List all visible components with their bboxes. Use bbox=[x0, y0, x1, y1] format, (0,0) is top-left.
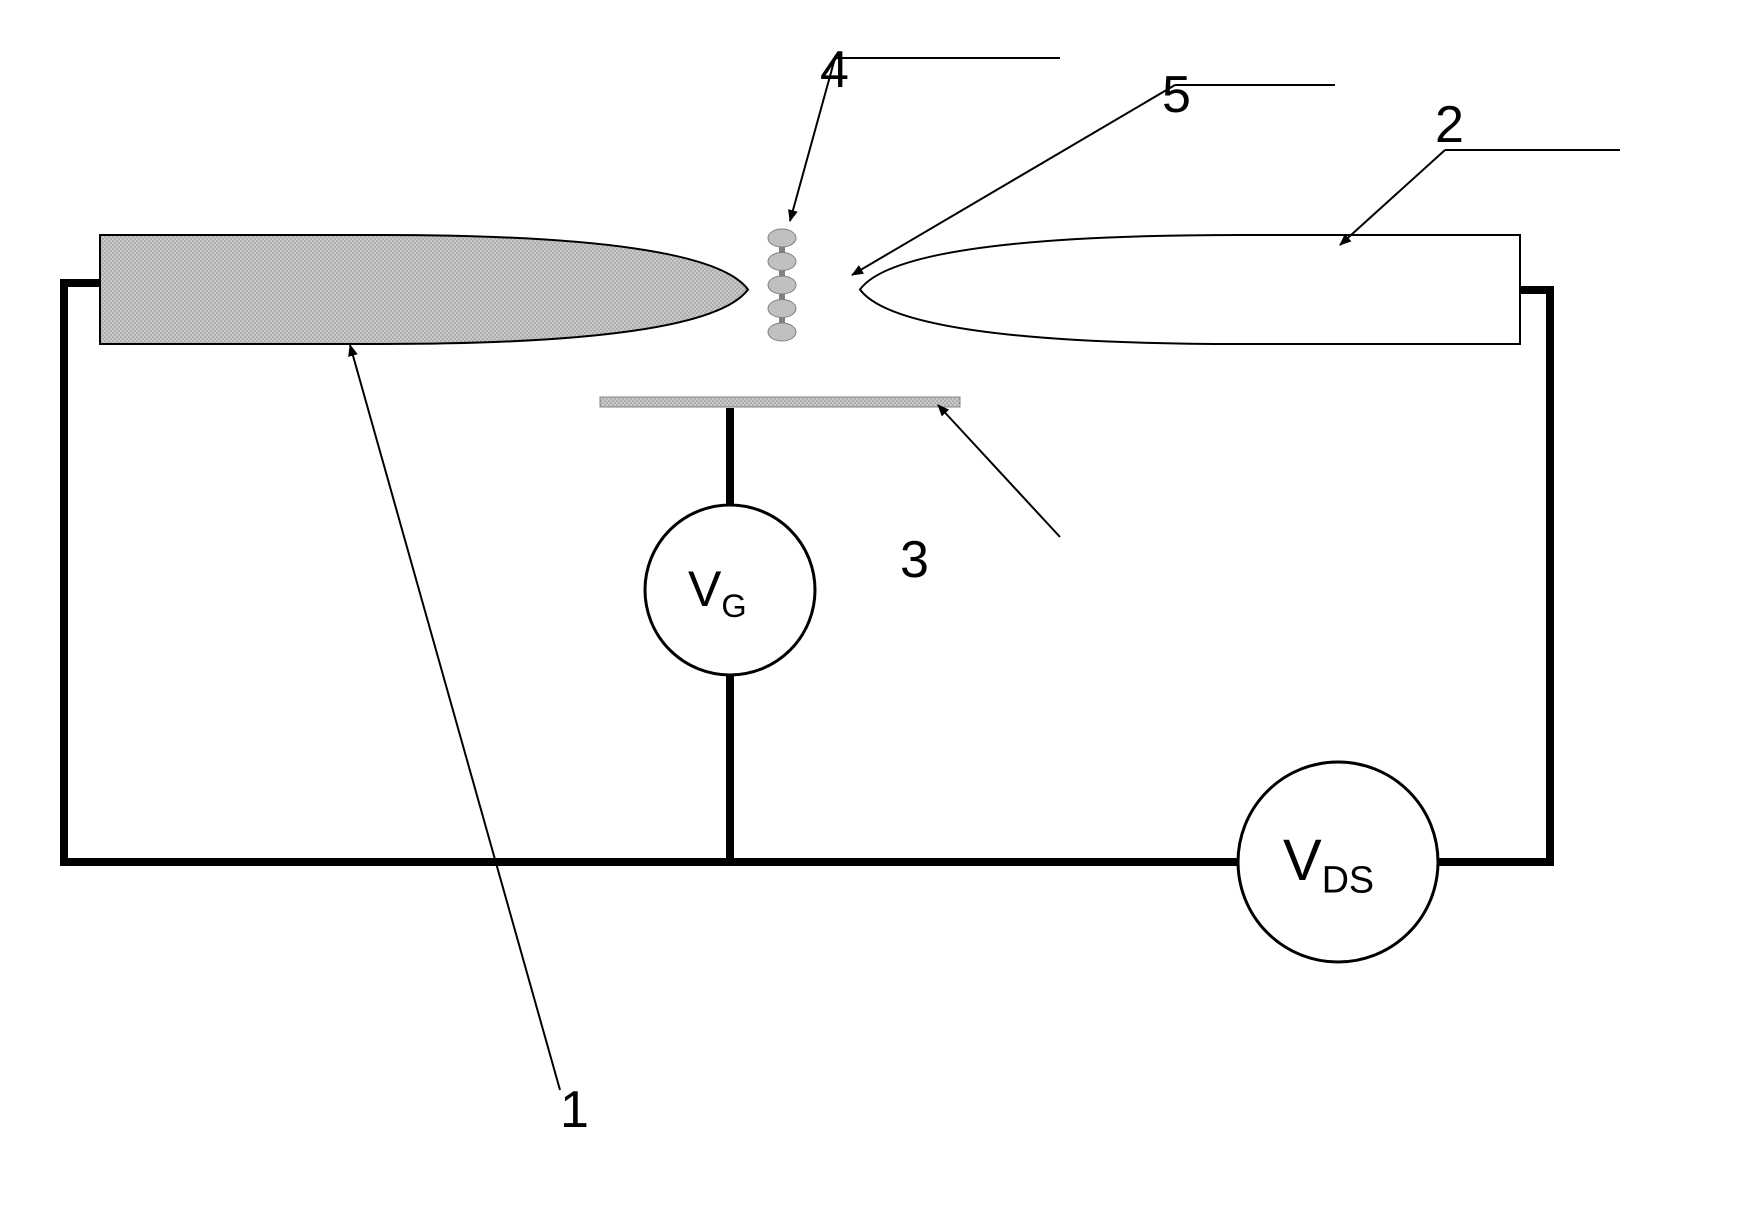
schematic-diagram: 1 2 3 4 5 VG VDS bbox=[0, 0, 1747, 1221]
ref-label-2: 2 bbox=[1435, 95, 1464, 155]
ref-label-5: 5 bbox=[1162, 65, 1191, 125]
voltage-label-vg: VG bbox=[688, 560, 747, 625]
vds-base: V bbox=[1283, 828, 1322, 893]
vds-sub: DS bbox=[1322, 859, 1374, 901]
ref-label-4: 4 bbox=[820, 40, 849, 100]
vg-base: V bbox=[688, 561, 721, 617]
diagram-svg bbox=[0, 0, 1747, 1221]
ref-label-3: 3 bbox=[900, 530, 929, 590]
vg-sub: G bbox=[721, 588, 746, 624]
voltage-label-vds: VDS bbox=[1283, 827, 1374, 902]
ref-label-1: 1 bbox=[560, 1080, 589, 1140]
